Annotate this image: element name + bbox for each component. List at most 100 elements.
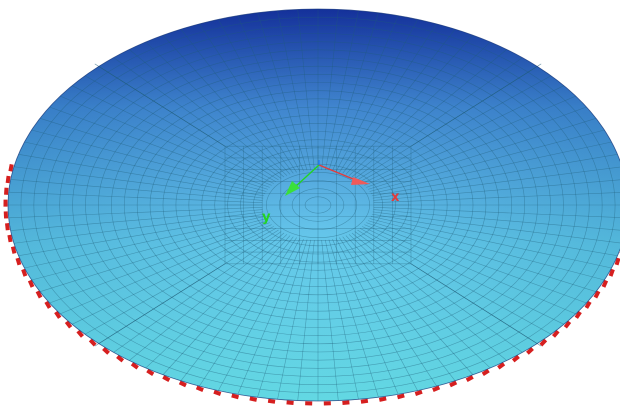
mesh-radial-line [332, 15, 399, 172]
support-marker [539, 338, 548, 347]
support-marker [511, 354, 520, 363]
support-marker [414, 389, 423, 396]
support-marker [593, 290, 601, 299]
support-marker [5, 223, 10, 231]
support-marker [286, 400, 294, 406]
mesh-radial-line [351, 232, 507, 361]
mesh-radial-line [335, 19, 418, 172]
mesh-radial-line [297, 240, 315, 401]
mesh-radial-line [367, 220, 597, 292]
support-marker [3, 199, 8, 207]
mesh-radial-line [84, 227, 277, 335]
mesh-radial-line [362, 226, 565, 325]
mesh-radial-line [257, 239, 308, 398]
mesh-ring [85, 57, 551, 353]
x-axis-arrowhead-icon [351, 177, 370, 185]
mesh-radial-line [10, 179, 263, 201]
mesh-radial-line [373, 179, 620, 201]
mesh-ring [149, 98, 487, 312]
support-marker [27, 279, 35, 288]
mesh-radial-line [113, 231, 282, 353]
boundary-supports [3, 163, 620, 406]
mesh-ring [123, 82, 513, 328]
mesh-radial-line [367, 118, 597, 190]
support-marker [146, 368, 155, 377]
mesh-diagonal-line [410, 63, 542, 147]
mesh-radial-line [297, 9, 315, 170]
mesh-grid [7, 8, 620, 402]
mesh-radial-line [342, 236, 456, 381]
mesh-ring [98, 65, 538, 345]
mesh-radial-line [8, 207, 263, 219]
x-axis-label: x [391, 190, 400, 205]
mesh-radial-line [257, 12, 308, 171]
support-marker [8, 163, 14, 172]
mesh-radial-line [348, 234, 491, 369]
mesh-radial-line [218, 19, 301, 172]
mesh-radial-line [354, 231, 523, 353]
mesh-radial-line [366, 222, 587, 304]
support-marker [323, 401, 331, 406]
mesh-radial-line [332, 238, 399, 395]
mesh-ring [227, 147, 409, 263]
axis-triad[interactable]: x y [262, 160, 400, 225]
support-marker [88, 338, 97, 347]
mesh-ring [136, 90, 500, 320]
mesh-ring [188, 123, 448, 287]
mesh-radial-line [364, 224, 576, 315]
mesh-radial-line [348, 41, 491, 176]
support-marker [64, 320, 73, 329]
support-marker [195, 385, 204, 392]
mesh-radial-line [339, 23, 437, 173]
mesh-radial-line [13, 211, 264, 244]
mesh-ring [266, 172, 370, 238]
mesh-radial-line [199, 23, 297, 173]
support-marker [249, 396, 258, 402]
support-marker [213, 389, 222, 396]
y-axis-label: y [262, 210, 271, 225]
mesh-radial-line [335, 238, 418, 391]
mesh-radial-line [366, 106, 587, 188]
mesh-radial-line [359, 75, 552, 183]
mesh-radial-line [371, 213, 618, 257]
support-marker [601, 279, 609, 288]
plate-shading [8, 9, 620, 401]
mesh-ring [46, 33, 590, 377]
mesh-radial-line [345, 235, 474, 375]
mesh-radial-line [324, 239, 359, 400]
mesh-radial-line [49, 106, 270, 188]
mesh-radial-line [328, 239, 379, 398]
mesh-radial-line [129, 49, 285, 178]
mesh-radial-line [369, 218, 605, 281]
mesh-ring [162, 106, 474, 304]
mesh-ring [33, 25, 603, 385]
mesh-radial-line [370, 216, 612, 269]
mesh-radial-line [60, 224, 272, 315]
mesh-radial-line [339, 237, 437, 387]
support-marker [608, 268, 615, 277]
support-marker [35, 290, 43, 299]
mesh-radial-line [373, 192, 620, 203]
mesh-radial-line [364, 95, 576, 186]
support-marker [396, 393, 405, 400]
mesh-radial-line [180, 236, 294, 381]
mesh-radial-line [162, 235, 291, 375]
mesh-radial-line [49, 222, 270, 304]
mesh-radial-line [39, 118, 269, 190]
support-marker [76, 329, 85, 338]
mesh-ring [111, 74, 525, 336]
mesh-ring [214, 139, 422, 271]
support-marker [4, 187, 9, 195]
mesh-radial-line [145, 234, 288, 369]
support-marker [481, 368, 490, 377]
support-marker [102, 347, 110, 355]
mesh-radial-line [351, 49, 507, 178]
mesh-radial-line [321, 9, 339, 170]
mesh-radial-line [84, 75, 277, 183]
support-marker [5, 175, 11, 184]
support-marker [267, 398, 276, 404]
support-marker [342, 400, 350, 406]
y-axis-arrowhead-icon [285, 181, 300, 196]
support-marker [360, 398, 369, 404]
